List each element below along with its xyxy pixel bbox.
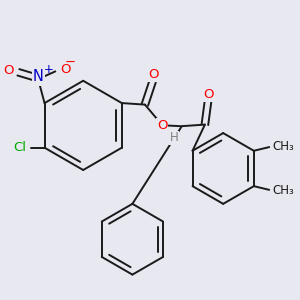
Text: O: O bbox=[203, 88, 214, 101]
Text: CH₃: CH₃ bbox=[272, 184, 294, 197]
Text: H: H bbox=[170, 131, 178, 144]
Text: O: O bbox=[157, 119, 167, 132]
Text: −: − bbox=[64, 56, 76, 69]
Text: N: N bbox=[33, 69, 44, 84]
Text: CH₃: CH₃ bbox=[272, 140, 294, 153]
Text: +: + bbox=[43, 63, 53, 76]
Text: Cl: Cl bbox=[13, 141, 26, 154]
Text: O: O bbox=[60, 63, 70, 76]
Text: O: O bbox=[3, 64, 14, 77]
Text: O: O bbox=[148, 68, 158, 81]
